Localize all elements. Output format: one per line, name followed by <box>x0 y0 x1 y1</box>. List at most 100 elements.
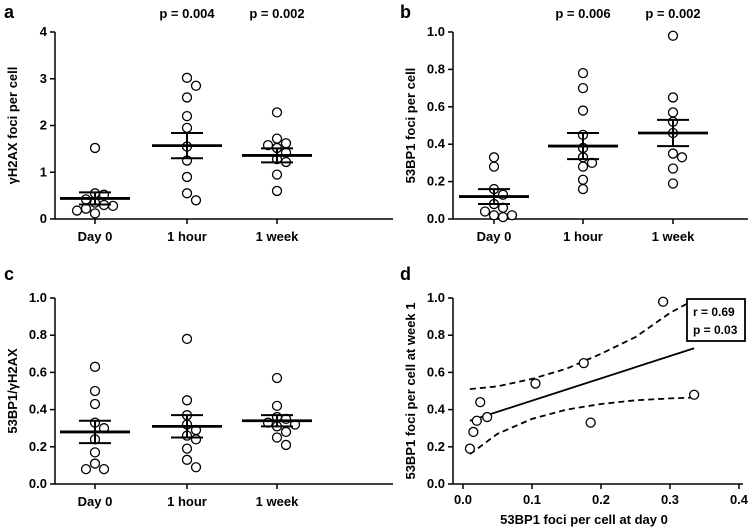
data-point <box>577 82 589 94</box>
data-point <box>271 185 283 197</box>
data-point <box>657 296 669 307</box>
data-point <box>667 107 679 118</box>
data-point <box>271 432 283 443</box>
data-point <box>181 92 193 103</box>
x-tick-label: 0.4 <box>730 492 749 507</box>
data-point <box>488 161 500 172</box>
data-point <box>667 30 679 41</box>
data-point <box>488 210 500 221</box>
data-point <box>80 463 92 475</box>
y-tick-label: 0.0 <box>29 476 47 491</box>
y-tick-label: 0.4 <box>29 402 48 417</box>
p-value-label: p = 0.006 <box>555 6 610 21</box>
panel-a-y-axis-title: γH2AX foci per cell <box>5 67 20 185</box>
data-point <box>689 389 700 400</box>
data-point <box>181 72 193 83</box>
data-point <box>89 385 101 397</box>
data-point <box>578 357 589 369</box>
data-point <box>479 206 491 217</box>
panel-letter-b: b <box>400 2 411 22</box>
y-tick-label: 0.8 <box>427 61 445 76</box>
data-point <box>271 133 283 144</box>
data-point <box>497 211 509 223</box>
y-tick-label: 4 <box>40 24 48 39</box>
data-point <box>89 458 101 469</box>
data-point <box>506 210 518 221</box>
y-tick-label: 0.0 <box>427 476 445 491</box>
y-tick-label: 0.0 <box>427 211 445 226</box>
data-point <box>280 138 292 149</box>
y-tick-label: 0.2 <box>427 174 445 189</box>
data-point <box>280 426 292 438</box>
y-tick-label: 0.4 <box>427 402 446 417</box>
y-tick-label: 0.2 <box>427 439 445 454</box>
data-point <box>181 333 193 345</box>
data-point <box>577 161 589 172</box>
x-tick-label: 1 hour <box>167 229 207 244</box>
p-value-label: p = 0.002 <box>645 6 700 21</box>
data-point <box>80 203 92 214</box>
data-point <box>107 200 119 212</box>
data-point <box>481 411 493 423</box>
data-point <box>468 426 479 438</box>
data-point <box>667 163 679 174</box>
x-tick-label: 0.2 <box>592 492 610 507</box>
data-point <box>530 378 541 389</box>
y-tick-label: 0.2 <box>29 439 47 454</box>
y-tick-label: 0.8 <box>427 327 445 342</box>
x-tick-label: 0.0 <box>454 492 472 507</box>
ci-lower-curve <box>469 396 695 455</box>
data-point <box>262 139 274 151</box>
data-point <box>181 454 193 465</box>
data-point <box>181 122 193 133</box>
data-point <box>464 443 476 454</box>
panel-letter-c: c <box>4 264 14 284</box>
data-point <box>667 178 679 189</box>
x-tick-label: 1 hour <box>563 229 603 244</box>
y-tick-label: 0 <box>40 211 47 226</box>
panel-a: 0 1 2 3 4 γH2AX foci per cell Day 0 1 hour p = 0… <box>5 6 393 244</box>
data-point <box>667 92 679 103</box>
data-point <box>271 169 283 180</box>
regression-line <box>469 347 695 422</box>
y-tick-label: 1.0 <box>427 290 445 305</box>
data-point <box>98 463 110 475</box>
data-point <box>577 67 589 79</box>
p-value-label: p = 0.004 <box>159 6 215 21</box>
data-point <box>190 462 202 473</box>
x-tick-label: Day 0 <box>78 494 113 509</box>
y-tick-label: 1.0 <box>29 290 47 305</box>
data-point <box>181 188 193 199</box>
data-point <box>577 183 589 195</box>
data-point <box>181 395 193 406</box>
x-tick-label: 1 hour <box>167 494 207 509</box>
data-point <box>190 80 202 91</box>
data-point <box>89 142 101 154</box>
x-tick-label: Day 0 <box>78 229 113 244</box>
panel-letter-d: d <box>400 264 411 284</box>
panel-b: 0.0 0.2 0.4 0.6 0.8 1.0 53BP1 foci per cell Day… <box>403 6 748 244</box>
data-point <box>271 400 283 412</box>
y-tick-label: 0.6 <box>29 364 47 379</box>
data-point <box>471 415 482 426</box>
data-point <box>89 398 101 410</box>
y-tick-label: 0.8 <box>29 327 47 342</box>
data-point <box>71 205 83 216</box>
correlation-box <box>686 298 746 342</box>
data-point <box>89 361 101 372</box>
correlation-r: r = 0.69 <box>693 305 735 319</box>
x-tick-label: 1 week <box>652 229 695 244</box>
p-value-label: p = 0.002 <box>249 6 304 21</box>
data-point <box>475 397 486 408</box>
y-tick-label: 0.6 <box>427 364 445 379</box>
x-tick-label: Day 0 <box>477 229 512 244</box>
panel-letter-a: a <box>4 2 15 22</box>
data-point <box>280 439 292 451</box>
data-point <box>89 208 101 219</box>
panel-c-y-axis-title: 53BP1/γH2AX <box>5 348 20 434</box>
correlation-p: p = 0.03 <box>693 323 738 337</box>
data-point <box>577 174 589 185</box>
y-tick-label: 0.6 <box>427 99 445 114</box>
panel-d-x-axis-title: 53BP1 foci per cell at day 0 <box>500 512 668 527</box>
